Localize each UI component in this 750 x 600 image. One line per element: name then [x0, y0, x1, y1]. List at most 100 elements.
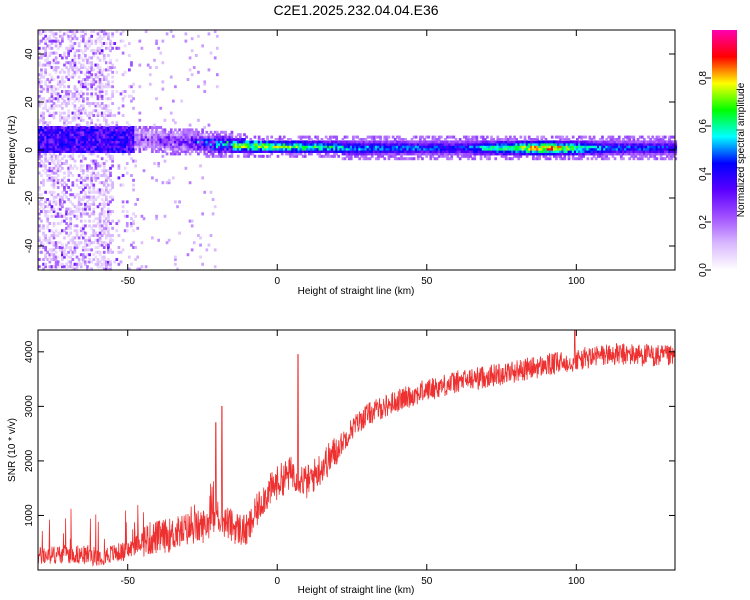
- spectrogram-cell: [358, 157, 361, 161]
- spectrogram-cell: [159, 135, 163, 139]
- spectrogram-cell: [128, 42, 131, 45]
- spectrogram-cell: [297, 147, 301, 151]
- spectrogram-cell: [71, 150, 75, 153]
- spectrogram-cell: [408, 145, 412, 149]
- spectrogram-cell: [576, 140, 579, 144]
- spectrogram-cell: [354, 147, 357, 151]
- spectrogram-cell: [48, 138, 52, 141]
- spectrogram-cell: [38, 140, 41, 144]
- spectrogram-cell: [38, 46, 41, 50]
- spectrogram-cell: [238, 140, 242, 144]
- spectrogram-cell: [640, 154, 644, 158]
- spectrogram-cell: [230, 150, 234, 153]
- spectrogram-cell: [136, 138, 140, 141]
- spectrogram-cell: [65, 130, 68, 134]
- spectrogram-cell: [48, 54, 52, 57]
- spectrogram-cell: [81, 118, 85, 122]
- spectrogram-cell: [603, 147, 606, 151]
- spectrogram-cell: [603, 157, 606, 161]
- spectrogram-cell: [446, 145, 449, 149]
- spectrogram-cell: [188, 128, 192, 132]
- spectrogram-cell: [92, 114, 96, 117]
- spectrogram-cell: [69, 231, 73, 235]
- spectrogram-cell: [557, 154, 560, 158]
- spectrogram-cell: [473, 140, 477, 144]
- spectrogram-cell: [552, 147, 556, 151]
- spectrogram-cell: [63, 236, 66, 240]
- spectrogram-cell: [559, 145, 562, 149]
- spectrogram-cell: [398, 150, 401, 153]
- spectrogram-cell: [366, 140, 370, 144]
- spectrogram-cell: [44, 51, 47, 55]
- spectrogram-cell: [645, 140, 648, 144]
- spectrogram-cell: [343, 140, 347, 144]
- spectrogram-cell: [561, 157, 565, 161]
- spectrogram-cell: [433, 152, 437, 156]
- spectrogram-cell: [565, 152, 569, 156]
- spectrogram-cell: [643, 154, 646, 158]
- spectrogram-cell: [431, 142, 435, 146]
- spectrogram-cell: [458, 147, 462, 151]
- spectrogram-cell: [506, 140, 510, 144]
- spectrogram-cell: [354, 140, 357, 144]
- spectrogram-cell: [69, 34, 73, 38]
- spectrogram-cell: [52, 150, 56, 153]
- spectrogram-cell: [672, 152, 675, 156]
- spectrogram-cell: [433, 138, 437, 141]
- spectrogram-cell: [159, 126, 163, 129]
- spectrogram-cell: [379, 147, 382, 151]
- spectrogram-cell: [121, 128, 125, 132]
- spectrogram-cell: [67, 116, 70, 120]
- spectrogram-cell: [190, 224, 194, 228]
- spectrogram-cell: [81, 210, 85, 213]
- spectrogram-cell: [90, 202, 94, 206]
- spectrogram-cell: [79, 229, 83, 233]
- spectrogram-cell: [490, 150, 493, 153]
- spectrogram-cell: [188, 140, 192, 144]
- spectrogram-y-tick-label: 40: [24, 48, 35, 60]
- spectrogram-cell: [50, 114, 54, 117]
- spectrogram-cell: [50, 250, 54, 254]
- spectrogram-cell: [318, 154, 322, 158]
- spectrogram-cell: [69, 246, 73, 249]
- spectrogram-cell: [38, 246, 41, 249]
- spectrogram-cell: [48, 135, 52, 139]
- spectrogram-cell: [563, 154, 567, 158]
- spectrogram-cell: [326, 152, 330, 156]
- spectrogram-cell: [247, 147, 251, 151]
- spectrogram-cell: [504, 135, 508, 139]
- spectrogram-cell: [92, 102, 96, 105]
- spectrogram-cell: [65, 253, 68, 257]
- spectrogram-cell: [257, 135, 261, 139]
- spectrogram-cell: [48, 178, 52, 182]
- spectrogram-cell: [140, 135, 144, 139]
- spectrogram-cell: [119, 145, 123, 149]
- spectrogram-cell: [624, 145, 627, 149]
- spectrogram-cell: [104, 267, 108, 271]
- spectrogram-cell: [94, 75, 98, 79]
- spectrogram-cell: [174, 262, 177, 266]
- spectrogram-cell: [192, 140, 196, 144]
- spectrogram-cell: [104, 198, 108, 201]
- spectrogram-cell: [358, 150, 361, 153]
- spectrogram-cell: [165, 241, 169, 245]
- spectrogram-cell: [297, 145, 301, 149]
- spectrogram-cell: [609, 135, 613, 139]
- spectrogram-cell: [107, 150, 110, 153]
- spectrogram-cell: [100, 138, 104, 141]
- spectrogram-cell: [490, 135, 493, 139]
- spectrogram-cell: [195, 142, 198, 146]
- spectrogram-cell: [79, 138, 83, 141]
- spectrogram-cell: [94, 130, 98, 134]
- spectrogram-cell: [138, 118, 142, 122]
- spectrogram-cell: [479, 140, 483, 144]
- spectrogram-cell: [615, 147, 619, 151]
- spectrogram-cell: [146, 138, 150, 141]
- spectrogram-cell: [636, 145, 640, 149]
- spectrogram-cell: [109, 49, 112, 53]
- spectrogram-cell: [40, 118, 43, 122]
- spectrogram-cell: [285, 145, 288, 149]
- spectrogram-cell: [538, 140, 542, 144]
- spectrogram-cell: [50, 140, 54, 144]
- spectrogram-cell: [96, 32, 100, 36]
